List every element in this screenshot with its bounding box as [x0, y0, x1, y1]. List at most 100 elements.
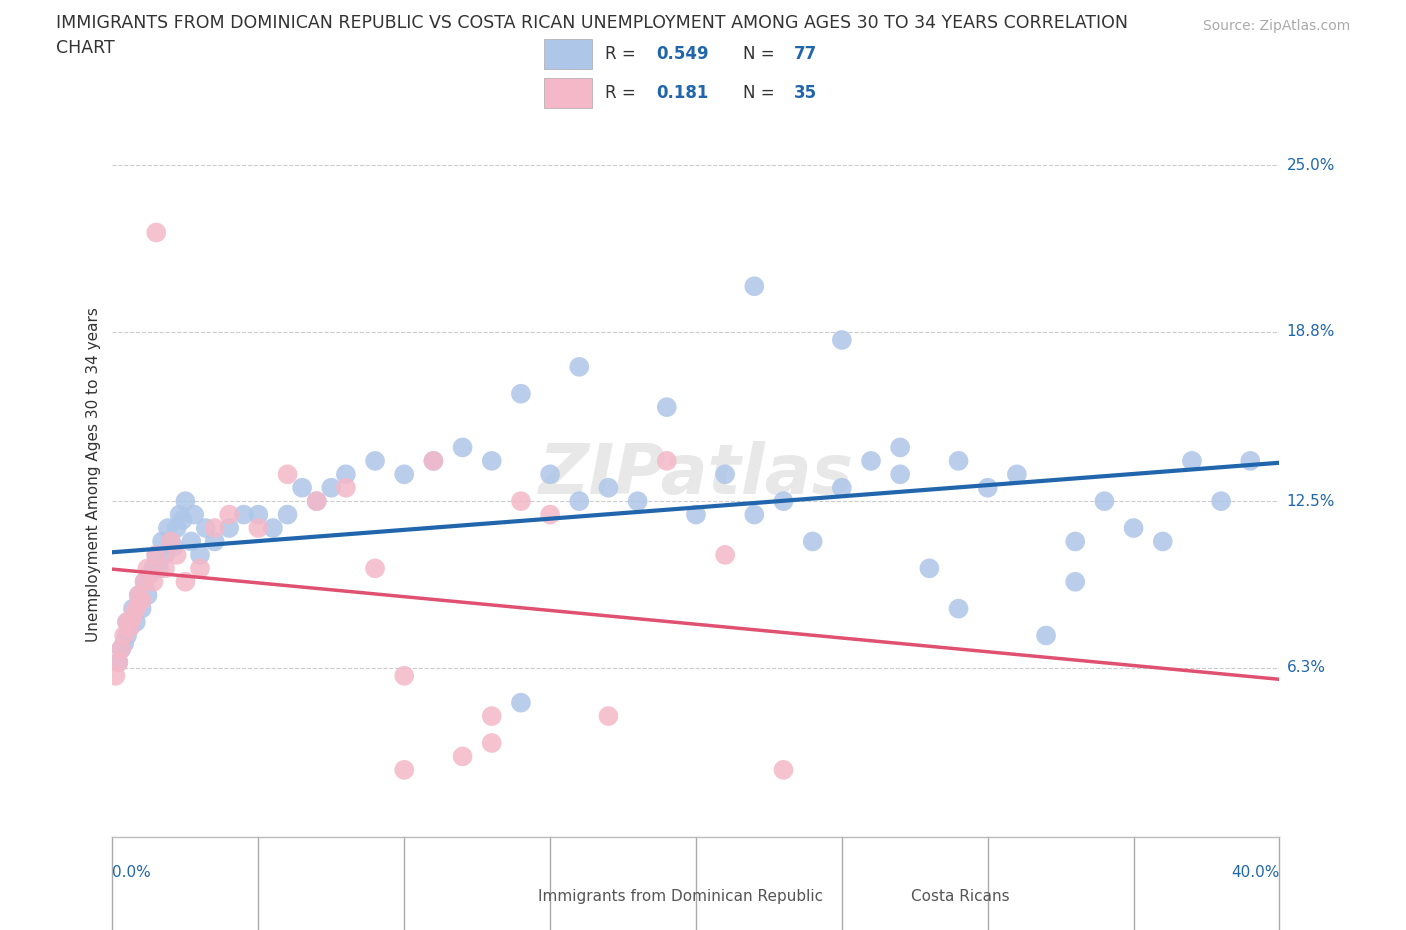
Point — [128, 588, 150, 603]
Point — [1035, 628, 1057, 643]
Point — [142, 575, 165, 590]
Point — [163, 539, 186, 554]
Point — [174, 575, 197, 590]
Point — [194, 521, 217, 536]
Point — [104, 669, 127, 684]
Text: 12.5%: 12.5% — [1286, 494, 1334, 509]
Point — [122, 609, 145, 624]
Point — [1209, 494, 1232, 509]
Point — [451, 749, 474, 764]
Point — [107, 655, 129, 670]
Point — [134, 575, 156, 590]
Point — [392, 467, 416, 482]
Point — [1092, 494, 1115, 509]
Point — [160, 534, 183, 549]
Point — [481, 736, 503, 751]
Point — [568, 494, 591, 509]
Point — [655, 454, 678, 469]
Point — [139, 566, 162, 581]
Point — [655, 400, 678, 415]
Point — [364, 561, 387, 576]
Point — [204, 534, 226, 549]
Point — [742, 507, 765, 522]
Point — [134, 575, 156, 590]
Point — [509, 386, 531, 401]
Point — [172, 512, 194, 527]
Point — [115, 615, 138, 630]
Point — [174, 494, 197, 509]
Point — [291, 480, 314, 495]
Point — [110, 642, 132, 657]
Point — [145, 548, 167, 563]
Point — [859, 454, 883, 469]
Point — [188, 561, 211, 576]
Point — [115, 615, 138, 630]
Text: 0.0%: 0.0% — [112, 865, 152, 880]
Point — [118, 620, 141, 635]
Text: N =: N = — [744, 46, 780, 63]
Point — [276, 507, 298, 522]
Y-axis label: Unemployment Among Ages 30 to 34 years: Unemployment Among Ages 30 to 34 years — [86, 307, 101, 642]
Point — [112, 636, 135, 651]
Point — [335, 480, 357, 495]
Point — [1239, 454, 1261, 469]
Text: 25.0%: 25.0% — [1286, 158, 1334, 173]
Point — [509, 494, 531, 509]
Point — [131, 601, 153, 616]
Text: 40.0%: 40.0% — [1232, 865, 1279, 880]
Point — [122, 601, 145, 616]
Point — [568, 359, 591, 374]
Point — [115, 628, 138, 643]
Point — [305, 494, 328, 509]
Point — [156, 521, 179, 536]
Text: Source: ZipAtlas.com: Source: ZipAtlas.com — [1202, 19, 1350, 33]
Point — [948, 454, 970, 469]
Point — [247, 507, 270, 522]
Point — [714, 467, 737, 482]
Point — [118, 620, 141, 635]
Point — [112, 628, 135, 643]
Point — [169, 507, 191, 522]
Point — [889, 467, 911, 482]
Text: 0.549: 0.549 — [655, 46, 709, 63]
Text: 0.181: 0.181 — [655, 84, 709, 101]
FancyBboxPatch shape — [544, 39, 592, 70]
Point — [626, 494, 648, 509]
Point — [305, 494, 328, 509]
Point — [166, 521, 188, 536]
Point — [364, 454, 387, 469]
Point — [392, 669, 416, 684]
Point — [153, 561, 176, 576]
Text: R =: R = — [605, 46, 641, 63]
Point — [145, 225, 167, 240]
Point — [160, 534, 183, 549]
Point — [509, 696, 531, 711]
Point — [125, 601, 148, 616]
Point — [232, 507, 254, 522]
Point — [188, 548, 211, 563]
Point — [481, 709, 503, 724]
Point — [136, 561, 159, 576]
Point — [183, 507, 205, 522]
Point — [276, 467, 298, 482]
Text: 77: 77 — [794, 46, 817, 63]
Point — [801, 534, 824, 549]
Point — [772, 763, 794, 777]
Point — [481, 454, 503, 469]
Point — [976, 480, 998, 495]
Point — [142, 561, 165, 576]
Point — [1005, 467, 1028, 482]
Point — [180, 534, 202, 549]
Point — [714, 548, 737, 563]
Point — [538, 467, 561, 482]
Text: N =: N = — [744, 84, 780, 101]
Point — [1152, 534, 1174, 549]
Point — [451, 440, 474, 455]
Point — [918, 561, 941, 576]
Point — [948, 601, 970, 616]
Point — [136, 588, 159, 603]
Point — [889, 440, 911, 455]
Text: IMMIGRANTS FROM DOMINICAN REPUBLIC VS COSTA RICAN UNEMPLOYMENT AMONG AGES 30 TO : IMMIGRANTS FROM DOMINICAN REPUBLIC VS CO… — [56, 14, 1128, 32]
Point — [204, 521, 226, 536]
Point — [598, 709, 620, 724]
